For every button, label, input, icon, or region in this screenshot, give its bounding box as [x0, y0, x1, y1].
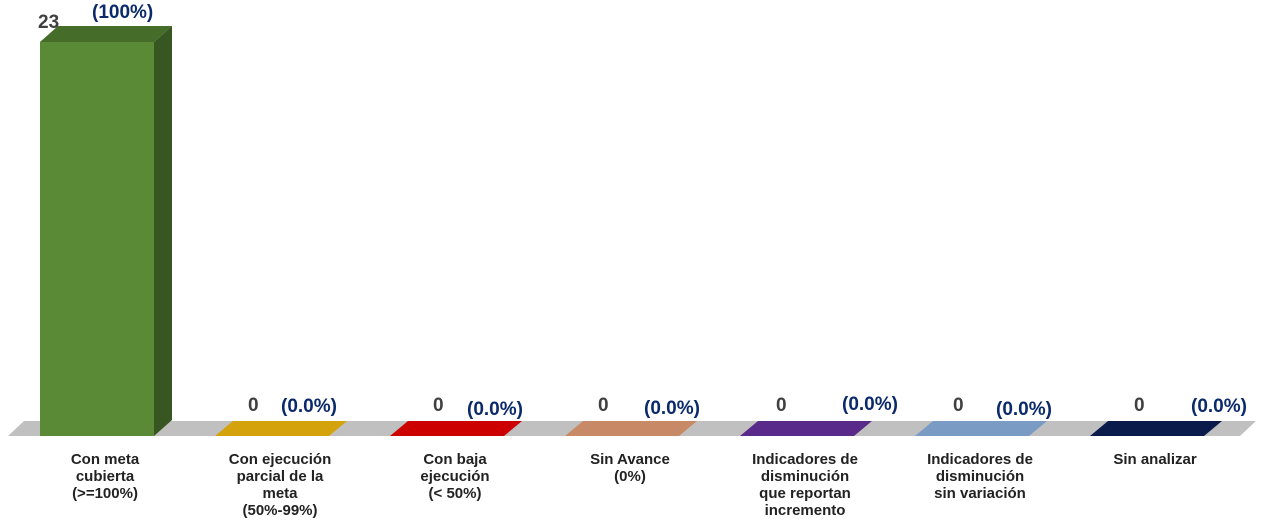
percent-label: (100%) — [92, 2, 153, 23]
category-label-line: parcial de la — [237, 468, 324, 485]
percent-label: (0.0%) — [644, 398, 700, 419]
value-label: 0 — [248, 395, 259, 416]
value-labels-group: 23 (100%) 0 (0.0%) 0 (0.0%) 0 (0.0%) 0 (0.0%) 0 (0.… — [38, 2, 1247, 420]
category-label-line: Con ejecución — [229, 451, 332, 468]
value-label: 0 — [953, 395, 964, 416]
category-label-line: meta — [262, 485, 298, 502]
category-label-line: Con meta — [71, 451, 140, 468]
bar-2 — [215, 421, 347, 436]
category-label-line: sin variación — [934, 485, 1026, 502]
category-label-line: (50%-99%) — [242, 502, 317, 519]
category-label-line: (>=100%) — [72, 485, 138, 502]
value-label: 0 — [1134, 395, 1145, 416]
category-label-line: Con baja — [423, 451, 487, 468]
category-label: Con meta cubierta (>=100%) — [71, 451, 140, 502]
percent-label: (0.0%) — [842, 394, 898, 415]
category-label: Indicadores de disminución sin variación — [927, 451, 1033, 502]
category-label-line: disminución — [761, 468, 849, 485]
value-label: 0 — [433, 395, 444, 416]
category-label-line: ejecución — [420, 468, 489, 485]
value-label: 0 — [776, 395, 787, 416]
category-label: Sin analizar — [1113, 451, 1197, 468]
bar-6 — [915, 421, 1047, 436]
category-label-line: incremento — [765, 502, 846, 519]
bar-3 — [390, 421, 522, 436]
category-label-line: disminución — [936, 468, 1024, 485]
category-label-line: (0%) — [614, 468, 646, 485]
value-label: 0 — [598, 395, 609, 416]
bar-1-side — [154, 26, 172, 436]
category-label: Con ejecución parcial de la meta (50%-99%) — [229, 451, 332, 519]
value-label: 23 — [38, 12, 59, 33]
bar-1-front — [40, 42, 154, 436]
percent-label: (0.0%) — [996, 399, 1052, 420]
category-label: Sin Avance (0%) — [590, 451, 670, 485]
bar-7 — [1090, 421, 1222, 436]
category-label-line: Sin analizar — [1113, 451, 1197, 468]
category-label-line: Sin Avance — [590, 451, 670, 468]
category-labels-group: Con meta cubierta (>=100%) Con ejecución par… — [71, 451, 1197, 519]
category-label: Con baja ejecución (< 50%) — [420, 451, 489, 502]
category-label: Indicadores de disminución que reportan inc… — [752, 451, 858, 519]
category-label-line: Indicadores de — [927, 451, 1033, 468]
percent-label: (0.0%) — [281, 396, 337, 417]
category-label-line: Indicadores de — [752, 451, 858, 468]
percent-label: (0.0%) — [467, 399, 523, 420]
bar-1-top — [40, 26, 172, 42]
category-label-line: cubierta — [76, 468, 135, 485]
bar-5 — [740, 421, 872, 436]
percent-label: (0.0%) — [1191, 396, 1247, 417]
bar-4 — [565, 421, 697, 436]
category-label-line: (< 50%) — [429, 485, 482, 502]
category-label-line: que reportan — [759, 485, 851, 502]
bars-group — [40, 26, 1222, 436]
